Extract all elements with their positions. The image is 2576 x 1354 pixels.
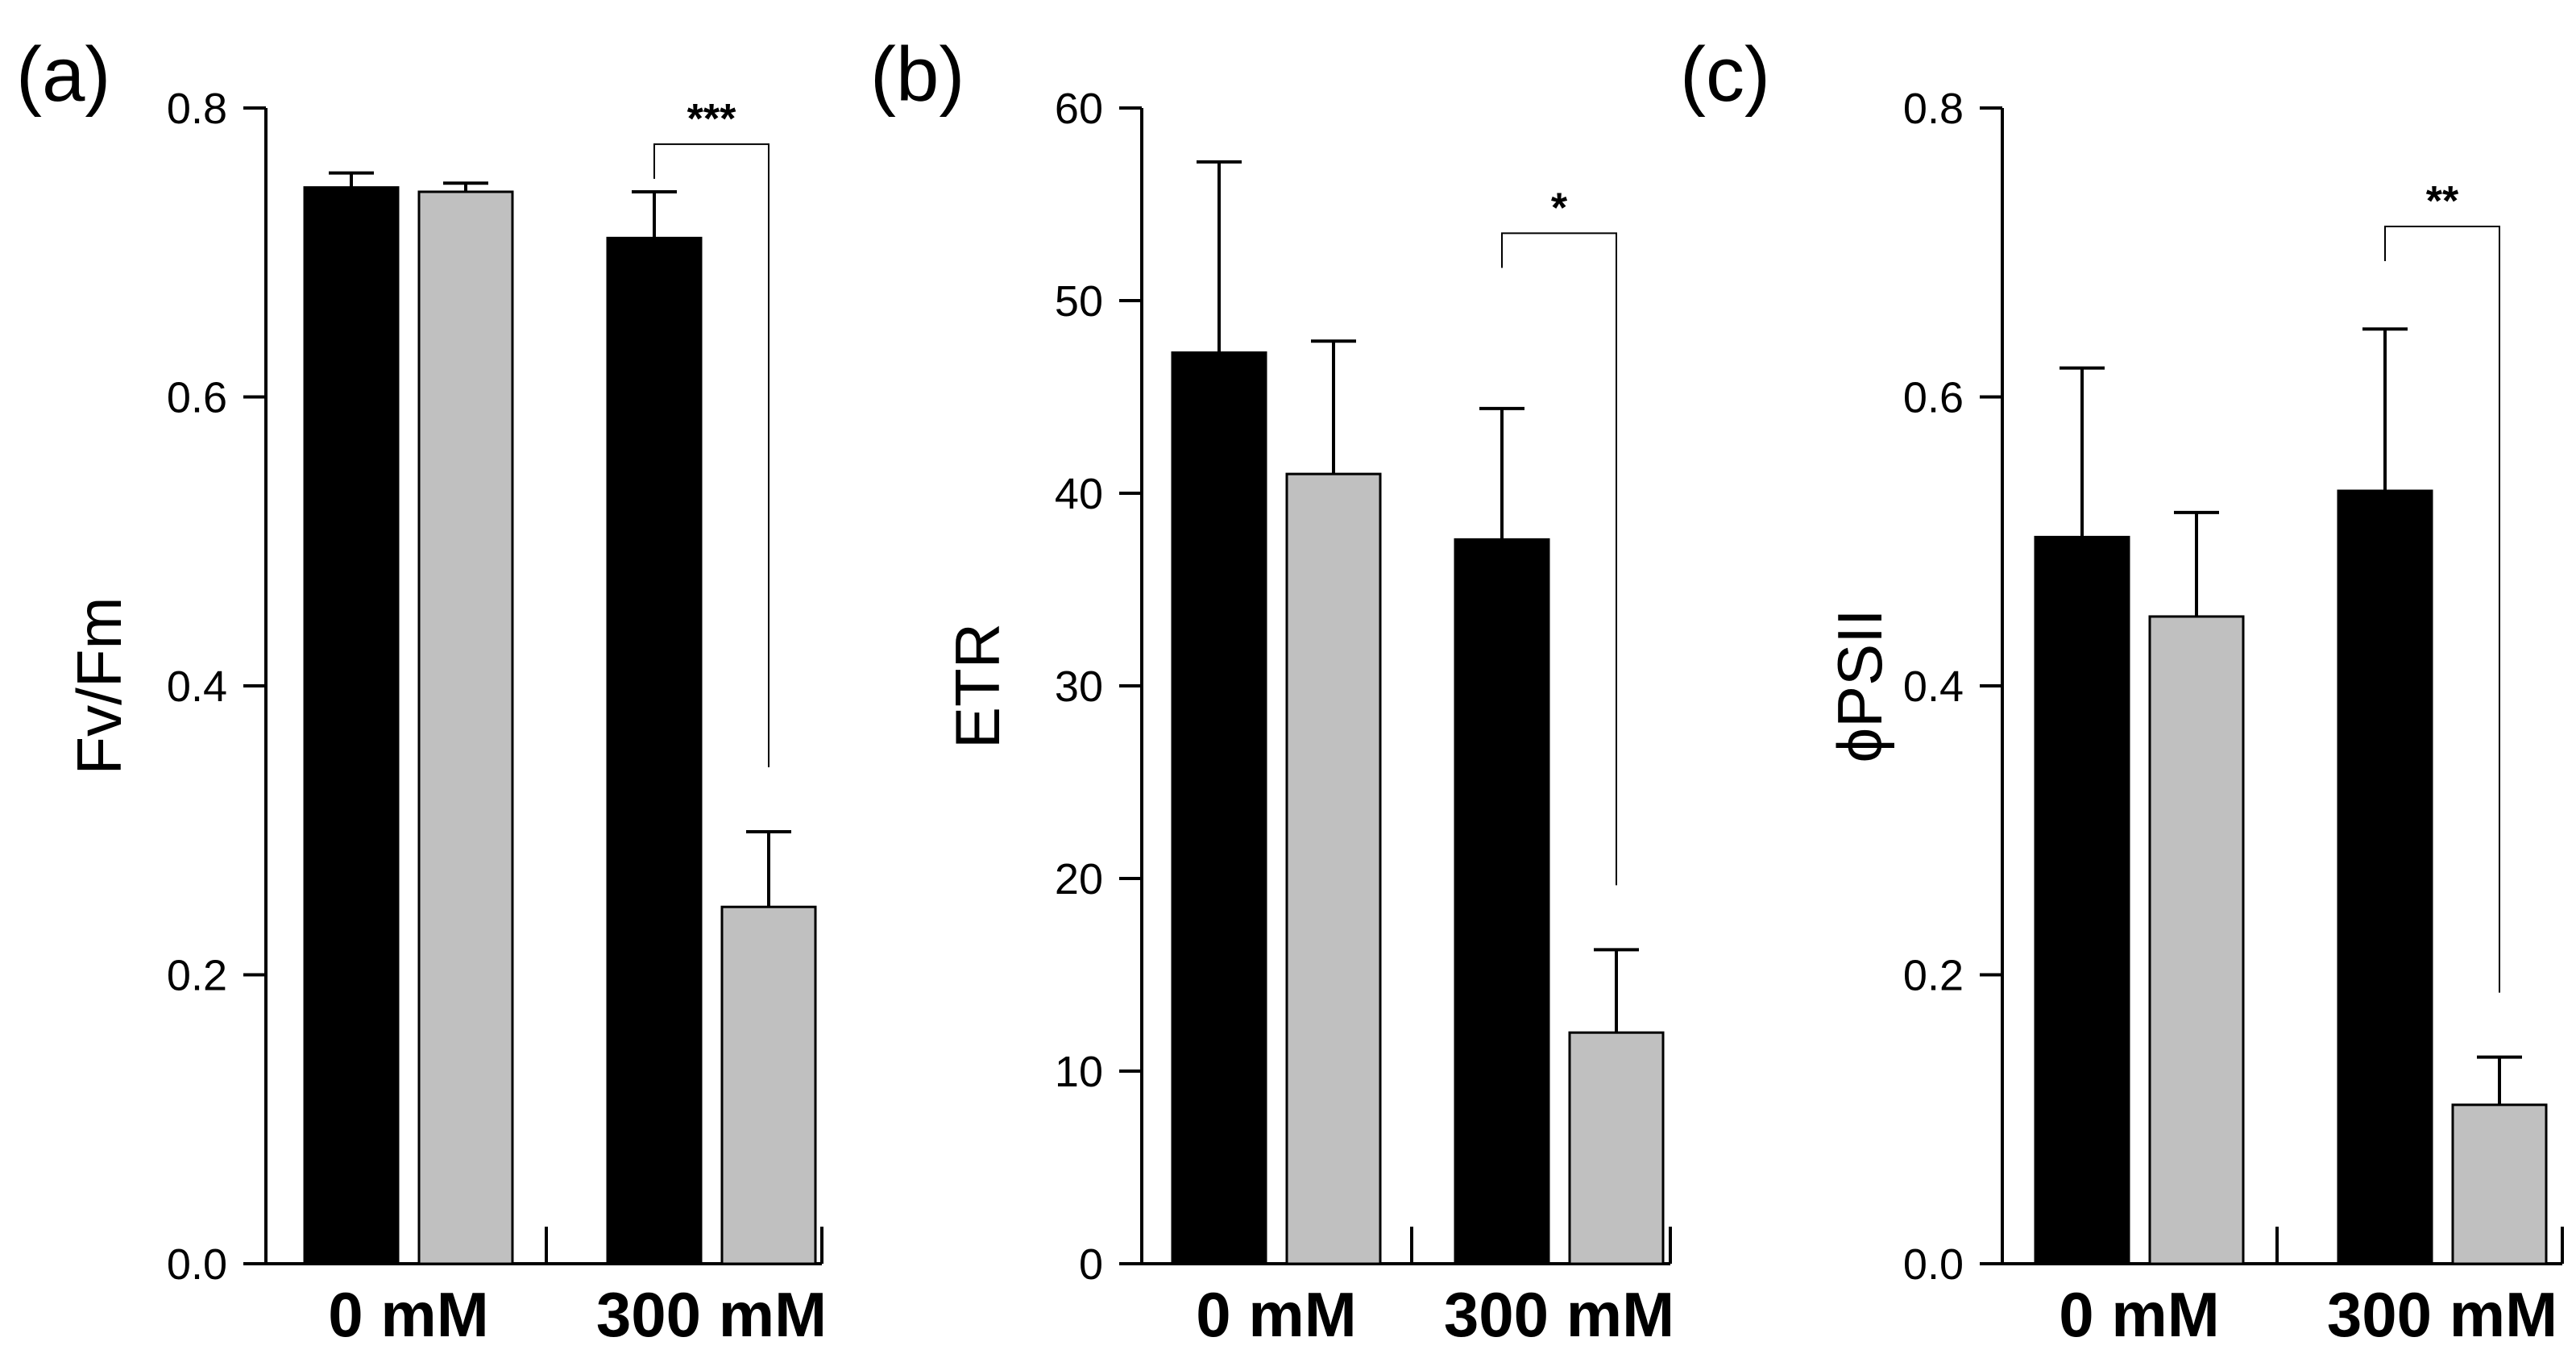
significance-bracket	[1501, 232, 1617, 886]
bar	[1285, 472, 1382, 1265]
significance-label: **	[2426, 178, 2459, 225]
bar	[1454, 538, 1550, 1265]
bar	[2337, 489, 2433, 1265]
y-tick-label: 50	[1055, 277, 1103, 326]
y-tick-label: 0.8	[1903, 85, 1964, 133]
x-category-label: 300 mM	[1444, 1279, 1674, 1350]
panel-label: (a)	[16, 31, 110, 118]
y-tick-label: 30	[1055, 662, 1103, 711]
bar	[2148, 615, 2245, 1265]
bar	[1171, 351, 1267, 1265]
significance-label: ***	[687, 96, 736, 143]
y-tick-label: 0.4	[1903, 662, 1964, 711]
significance-label: *	[1551, 185, 1568, 231]
x-category-label: 0 mM	[328, 1279, 488, 1350]
y-axis-title: ETR	[942, 623, 1013, 749]
bar	[606, 236, 703, 1265]
y-tick-label: 40	[1055, 470, 1103, 518]
y-tick-label: 0.4	[167, 662, 227, 711]
chart-panel-c: (c) 0.0 0.2 0.4 0.6 0.8 ϕPSII 0 mM 300 mM **	[1680, 31, 2564, 1350]
bar	[303, 186, 400, 1265]
y-axis-title: ϕPSII	[1824, 608, 1895, 762]
bar	[1568, 1031, 1665, 1265]
panel-label: (b)	[870, 31, 964, 118]
x-category-label: 0 mM	[2059, 1279, 2219, 1350]
significance-bracket	[653, 143, 769, 768]
y-tick-label: 0.6	[167, 374, 227, 422]
significance-bracket	[2384, 225, 2500, 993]
y-tick-label: 0.2	[167, 952, 227, 1000]
bar	[2034, 535, 2130, 1265]
chart-panel-a: (a) 0.0 0.2 0.4 0.6 0.8 Fv/Fm 0 mM 300 mM ***	[16, 31, 827, 1350]
y-tick-label: 0.6	[1903, 374, 1964, 422]
bar	[2451, 1103, 2548, 1265]
y-tick-label: 10	[1055, 1048, 1103, 1096]
y-tick-label: 60	[1055, 85, 1103, 133]
x-category-label: 300 mM	[2327, 1279, 2557, 1350]
x-category-label: 300 mM	[596, 1279, 827, 1350]
y-tick-label: 0.0	[1903, 1240, 1964, 1289]
chart-panel-b: (b) 0 10 20 30 40 50 60 ETR 0 mM 300 mM *	[870, 31, 1674, 1350]
bar	[417, 190, 514, 1265]
x-category-label: 0 mM	[1196, 1279, 1356, 1350]
y-tick-label: 0.0	[167, 1240, 227, 1289]
y-tick-label: 0.8	[167, 85, 227, 133]
bar	[720, 905, 817, 1265]
panel-label: (c)	[1680, 31, 1770, 118]
y-tick-label: 0	[1079, 1240, 1103, 1289]
y-axis-title: Fv/Fm	[64, 597, 135, 775]
y-tick-label: 20	[1055, 855, 1103, 903]
y-tick-label: 0.2	[1903, 952, 1964, 1000]
